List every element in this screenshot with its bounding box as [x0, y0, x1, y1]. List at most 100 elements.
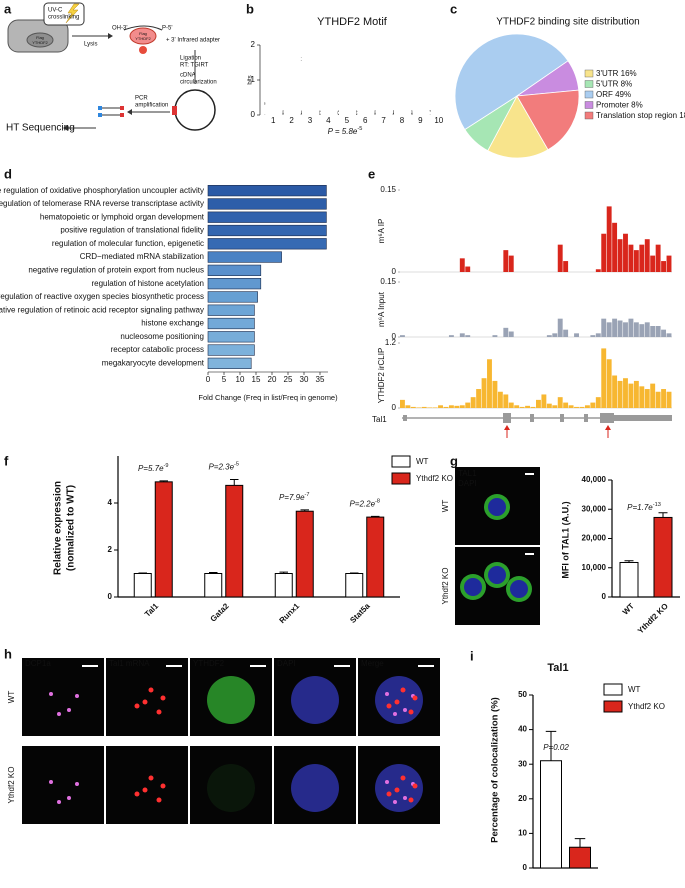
error-bar [209, 572, 218, 574]
bar [366, 516, 385, 598]
bar [295, 510, 314, 598]
legend-label: ORF 49% [596, 90, 631, 99]
motif-letter: A [264, 114, 266, 116]
signal [156, 709, 162, 715]
x-tick-label: 10 [434, 116, 443, 125]
signal-bar [633, 250, 639, 272]
signal [385, 780, 389, 784]
signal [57, 800, 61, 804]
arrowhead [63, 125, 68, 131]
error-bar [371, 515, 380, 518]
error-bar [574, 838, 586, 848]
y-tick-label: 40,000 [582, 475, 607, 484]
row-label: Ythdf2 KO [7, 767, 16, 804]
panel-label: g [450, 453, 458, 468]
x-tick-label: WT [621, 601, 636, 616]
scale-bar [418, 665, 434, 667]
signal-bar [465, 335, 471, 337]
y-tick-label: 50 [518, 690, 527, 699]
legend-label: 5'UTR 8% [596, 80, 632, 89]
signal-bar [536, 399, 541, 408]
signal-bar [557, 244, 563, 272]
p-value: P=5.7e-9 [138, 463, 169, 473]
signal [49, 780, 53, 784]
bar [207, 344, 255, 356]
legend-label: Ythdf2 KO [416, 474, 453, 483]
signal [464, 578, 482, 596]
axis-title: MFI of TAL1 (A.U.) [560, 501, 570, 578]
bar [274, 573, 293, 598]
panel-label: b [246, 1, 254, 16]
signal [148, 775, 154, 781]
axis-title: Relative expression [53, 481, 64, 575]
y-tick-label: 0 [602, 592, 607, 601]
scale-bar [334, 665, 350, 667]
x-tick-label: 10 [236, 375, 245, 384]
p-value-text: P=5.7e [138, 464, 164, 473]
p-value-exponent: -13 [653, 502, 661, 508]
signal-bar [590, 402, 596, 408]
signal-bar [612, 222, 618, 272]
micrograph [22, 658, 104, 736]
signal-bar [617, 380, 623, 408]
step-label: crosslinking [48, 15, 79, 21]
signal [291, 764, 339, 812]
signal-bar [416, 407, 422, 408]
x-tick-label: 20 [268, 375, 277, 384]
signal-bar [666, 333, 672, 337]
p-value-text: P=2.3e [208, 463, 234, 472]
signal-bar [639, 244, 645, 272]
signal [142, 699, 148, 705]
y-tick-label: positive regulation of translational fid… [60, 226, 204, 235]
legend-label: Promoter 8% [596, 101, 643, 110]
y-tick-label: 0 [108, 592, 113, 601]
p-value: P=1.7e-13 [627, 502, 661, 512]
column-label: DAPI [277, 659, 296, 668]
signal-bar [574, 333, 579, 337]
signal-bar [595, 333, 601, 337]
signal-bar [400, 399, 405, 408]
signal-bar [563, 329, 569, 337]
signal-bar [552, 333, 558, 337]
y-tick-label: 20,000 [582, 534, 607, 543]
signal-bar [644, 389, 650, 408]
signal-bar [601, 233, 607, 272]
signal-bar [503, 250, 509, 272]
bar [225, 484, 244, 598]
y-tick-label: 0 [392, 332, 397, 341]
signal-bar [628, 244, 634, 272]
x-tick-label: 1 [271, 116, 276, 125]
bar [207, 185, 327, 197]
signal [160, 783, 166, 789]
signal-bar [606, 206, 612, 272]
x-tick-label: 0 [206, 375, 211, 384]
bar [207, 331, 255, 343]
motif-letter: G [264, 103, 266, 105]
signal-bar [595, 397, 601, 408]
row-label: WT [7, 691, 16, 704]
signal-bar [633, 380, 639, 408]
signal-bar [421, 406, 427, 408]
schematic: UV-C crosslinking Flag YTHDF2 Lysis OH-3… [6, 2, 220, 134]
signal-bar [448, 405, 454, 408]
axis-title: bits [248, 75, 254, 84]
x-tick-label: 2 [289, 116, 294, 125]
panel-label: f [4, 453, 9, 468]
signal [403, 708, 407, 712]
signal-bar [579, 406, 585, 408]
y-tick-label: 0 [392, 403, 397, 412]
signal-bar [601, 348, 607, 408]
signal-bar [443, 406, 449, 408]
signal-bar [481, 378, 487, 408]
motif-letter: A [411, 110, 412, 118]
signal-bar [666, 255, 672, 272]
signal-bar [438, 405, 443, 408]
signal-bar [606, 322, 612, 337]
signal-bar [623, 233, 628, 272]
micrographs-h: DCP1a Tal1 mRNA YTHDF2 DAPI Merge WT Ythdf2 KO [7, 658, 440, 824]
x-tick-label: 7 [381, 116, 386, 125]
signal [75, 782, 79, 786]
p-value: P=0.02 [543, 743, 569, 752]
micrograph [106, 658, 188, 736]
x-tick-label: 30 [300, 375, 309, 384]
